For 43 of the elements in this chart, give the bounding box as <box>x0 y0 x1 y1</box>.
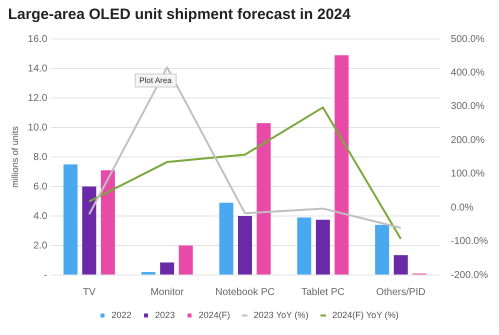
y-tick-label: 6.0 <box>33 181 48 192</box>
bar <box>178 246 193 274</box>
y-tick-label: 10.0 <box>28 122 48 134</box>
bar <box>160 262 174 274</box>
y-tick-label: 16.0 <box>28 34 48 45</box>
y2-tick-label: 100.0% <box>450 168 485 180</box>
y-tick-label: 14.0 <box>28 63 48 74</box>
y-tick-label: 2.0 <box>33 240 48 252</box>
y2-tick-label: 300.0% <box>450 101 485 112</box>
bar <box>100 170 115 274</box>
legend-label: 2024(F) YoY (%) <box>332 310 399 320</box>
legend-label: 2022 <box>112 310 132 320</box>
bar <box>64 164 78 274</box>
bar <box>297 217 312 274</box>
y2-tick-label: 200.0% <box>450 134 485 146</box>
y2-tick-label: -100.0% <box>450 236 488 248</box>
x-tick-label: TV <box>82 286 96 298</box>
x-tick-label: Monitor <box>150 286 184 298</box>
y-tick-label: 8.0 <box>33 152 48 163</box>
bar <box>394 255 408 274</box>
y-axis-title: millions of units <box>10 126 20 188</box>
x-tick-label: Notebook PC <box>215 286 275 298</box>
x-tick-label: Tablet PC <box>301 286 345 298</box>
legend-label: 2024(F) <box>198 310 230 320</box>
bar <box>219 202 234 274</box>
bar <box>316 220 330 274</box>
y2-tick-label: 500.0% <box>450 34 485 45</box>
x-tick-label: Others/PID <box>376 286 426 298</box>
y2-tick-label: 400.0% <box>450 67 485 78</box>
y2-tick-label: -200.0% <box>450 270 488 281</box>
bar <box>82 186 96 274</box>
bar <box>375 224 390 274</box>
annotation: Plot Area <box>139 76 172 86</box>
y-tick-label: 4.0 <box>33 210 48 222</box>
legend-label: 2023 <box>155 310 176 320</box>
bar <box>238 216 252 274</box>
chart-title: Large-area OLED unit shipment forecast in 2024 <box>8 6 351 23</box>
bar <box>334 55 349 274</box>
y-tick-label: - <box>44 270 48 281</box>
y2-tick-label: 0.0% <box>450 202 474 214</box>
legend-label: 2023 YoY (%) <box>254 310 308 320</box>
y-tick-label: 12.0 <box>28 92 48 104</box>
bar <box>256 123 271 274</box>
